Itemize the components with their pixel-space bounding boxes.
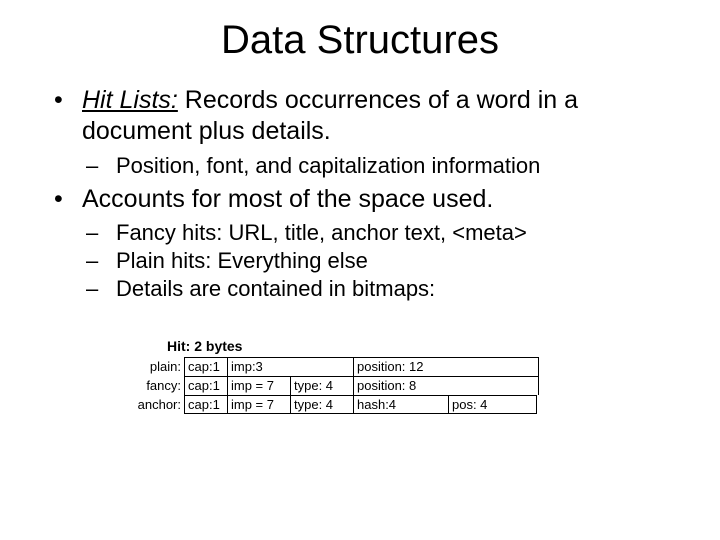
hit-cell: imp = 7: [228, 377, 291, 395]
hit-cell: type: 4: [291, 377, 354, 395]
sub-item: Fancy hits: URL, title, anchor text, <me…: [86, 219, 680, 247]
hit-row-anchor: anchor: cap:1 imp = 7 type: 4 hash:4 pos…: [131, 395, 561, 414]
hit-row-label: fancy:: [131, 376, 184, 395]
hit-row-cells: cap:1 imp:3 position: 12: [184, 357, 539, 376]
sub-list: Fancy hits: URL, title, anchor text, <me…: [82, 219, 680, 303]
sub-item: Position, font, and capitalization infor…: [86, 152, 680, 180]
hit-cell: cap:1: [185, 377, 228, 395]
hit-row-fancy: fancy: cap:1 imp = 7 type: 4 position: 8: [131, 376, 561, 395]
slide-title: Data Structures: [0, 0, 720, 85]
hit-diagram-header: Hit: 2 bytes: [167, 338, 561, 354]
hit-cell: position: 12: [354, 358, 539, 376]
sub-item: Details are contained in bitmaps:: [86, 275, 680, 303]
bullet-term: Hit Lists:: [82, 86, 178, 114]
bullet-item: Accounts for most of the space used. Fan…: [54, 184, 680, 304]
hit-row-label: anchor:: [131, 395, 184, 414]
hit-cell: pos: 4: [449, 396, 537, 413]
hit-diagram: Hit: 2 bytes plain: cap:1 imp:3 position…: [131, 338, 561, 414]
sub-item: Plain hits: Everything else: [86, 247, 680, 275]
hit-row-cells: cap:1 imp = 7 type: 4 position: 8: [184, 376, 539, 395]
hit-row-label: plain:: [131, 357, 184, 376]
sub-list: Position, font, and capitalization infor…: [82, 152, 680, 180]
hit-cell: imp:3: [228, 358, 354, 376]
bullet-item: Hit Lists: Records occurrences of a word…: [54, 85, 680, 180]
hit-cell: position: 8: [354, 377, 539, 395]
bullet-list: Hit Lists: Records occurrences of a word…: [0, 85, 720, 303]
hit-cell: type: 4: [291, 396, 354, 413]
bullet-text: Accounts for most of the space used.: [82, 185, 493, 213]
hit-row-plain: plain: cap:1 imp:3 position: 12: [131, 357, 561, 376]
hit-cell: cap:1: [185, 396, 228, 413]
hit-row-cells: cap:1 imp = 7 type: 4 hash:4 pos: 4: [184, 395, 537, 414]
hit-cell: hash:4: [354, 396, 449, 413]
hit-cell: cap:1: [185, 358, 228, 376]
hit-cell: imp = 7: [228, 396, 291, 413]
